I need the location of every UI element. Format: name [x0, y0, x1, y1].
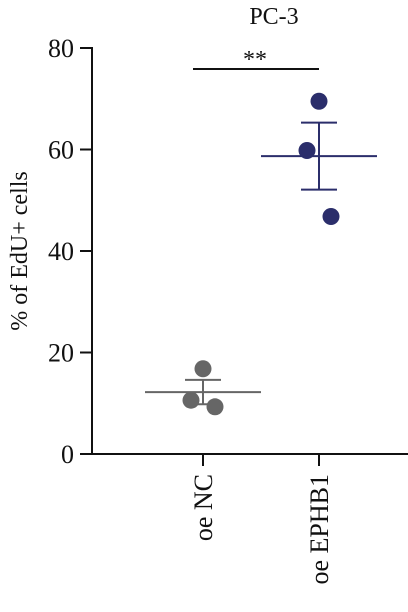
x-tick-label: oe EPHB1 — [305, 474, 334, 585]
data-groups — [145, 92, 377, 416]
data-point — [298, 142, 316, 160]
data-point — [206, 398, 224, 416]
y-tick-label: 80 — [48, 34, 74, 63]
y-ticks: 0 20 40 60 80 — [48, 34, 92, 469]
x-ticks: oe NC oe EPHB1 — [189, 454, 334, 585]
data-point — [194, 360, 212, 378]
data-point — [322, 207, 340, 225]
data-point — [310, 92, 328, 110]
significance-label: ** — [243, 47, 267, 73]
chart-title: PC-3 — [249, 4, 298, 30]
y-tick-label: 40 — [48, 237, 74, 266]
data-group — [261, 92, 377, 225]
y-tick-label: 60 — [48, 136, 74, 165]
y-axis-label: % of EdU+ cells — [7, 171, 33, 331]
y-tick-label: 20 — [48, 339, 74, 368]
data-group — [145, 360, 261, 416]
x-tick-label: oe NC — [189, 474, 218, 541]
data-point — [182, 391, 200, 409]
significance-annotation: ** — [193, 47, 319, 73]
y-tick-label: 0 — [61, 440, 74, 469]
